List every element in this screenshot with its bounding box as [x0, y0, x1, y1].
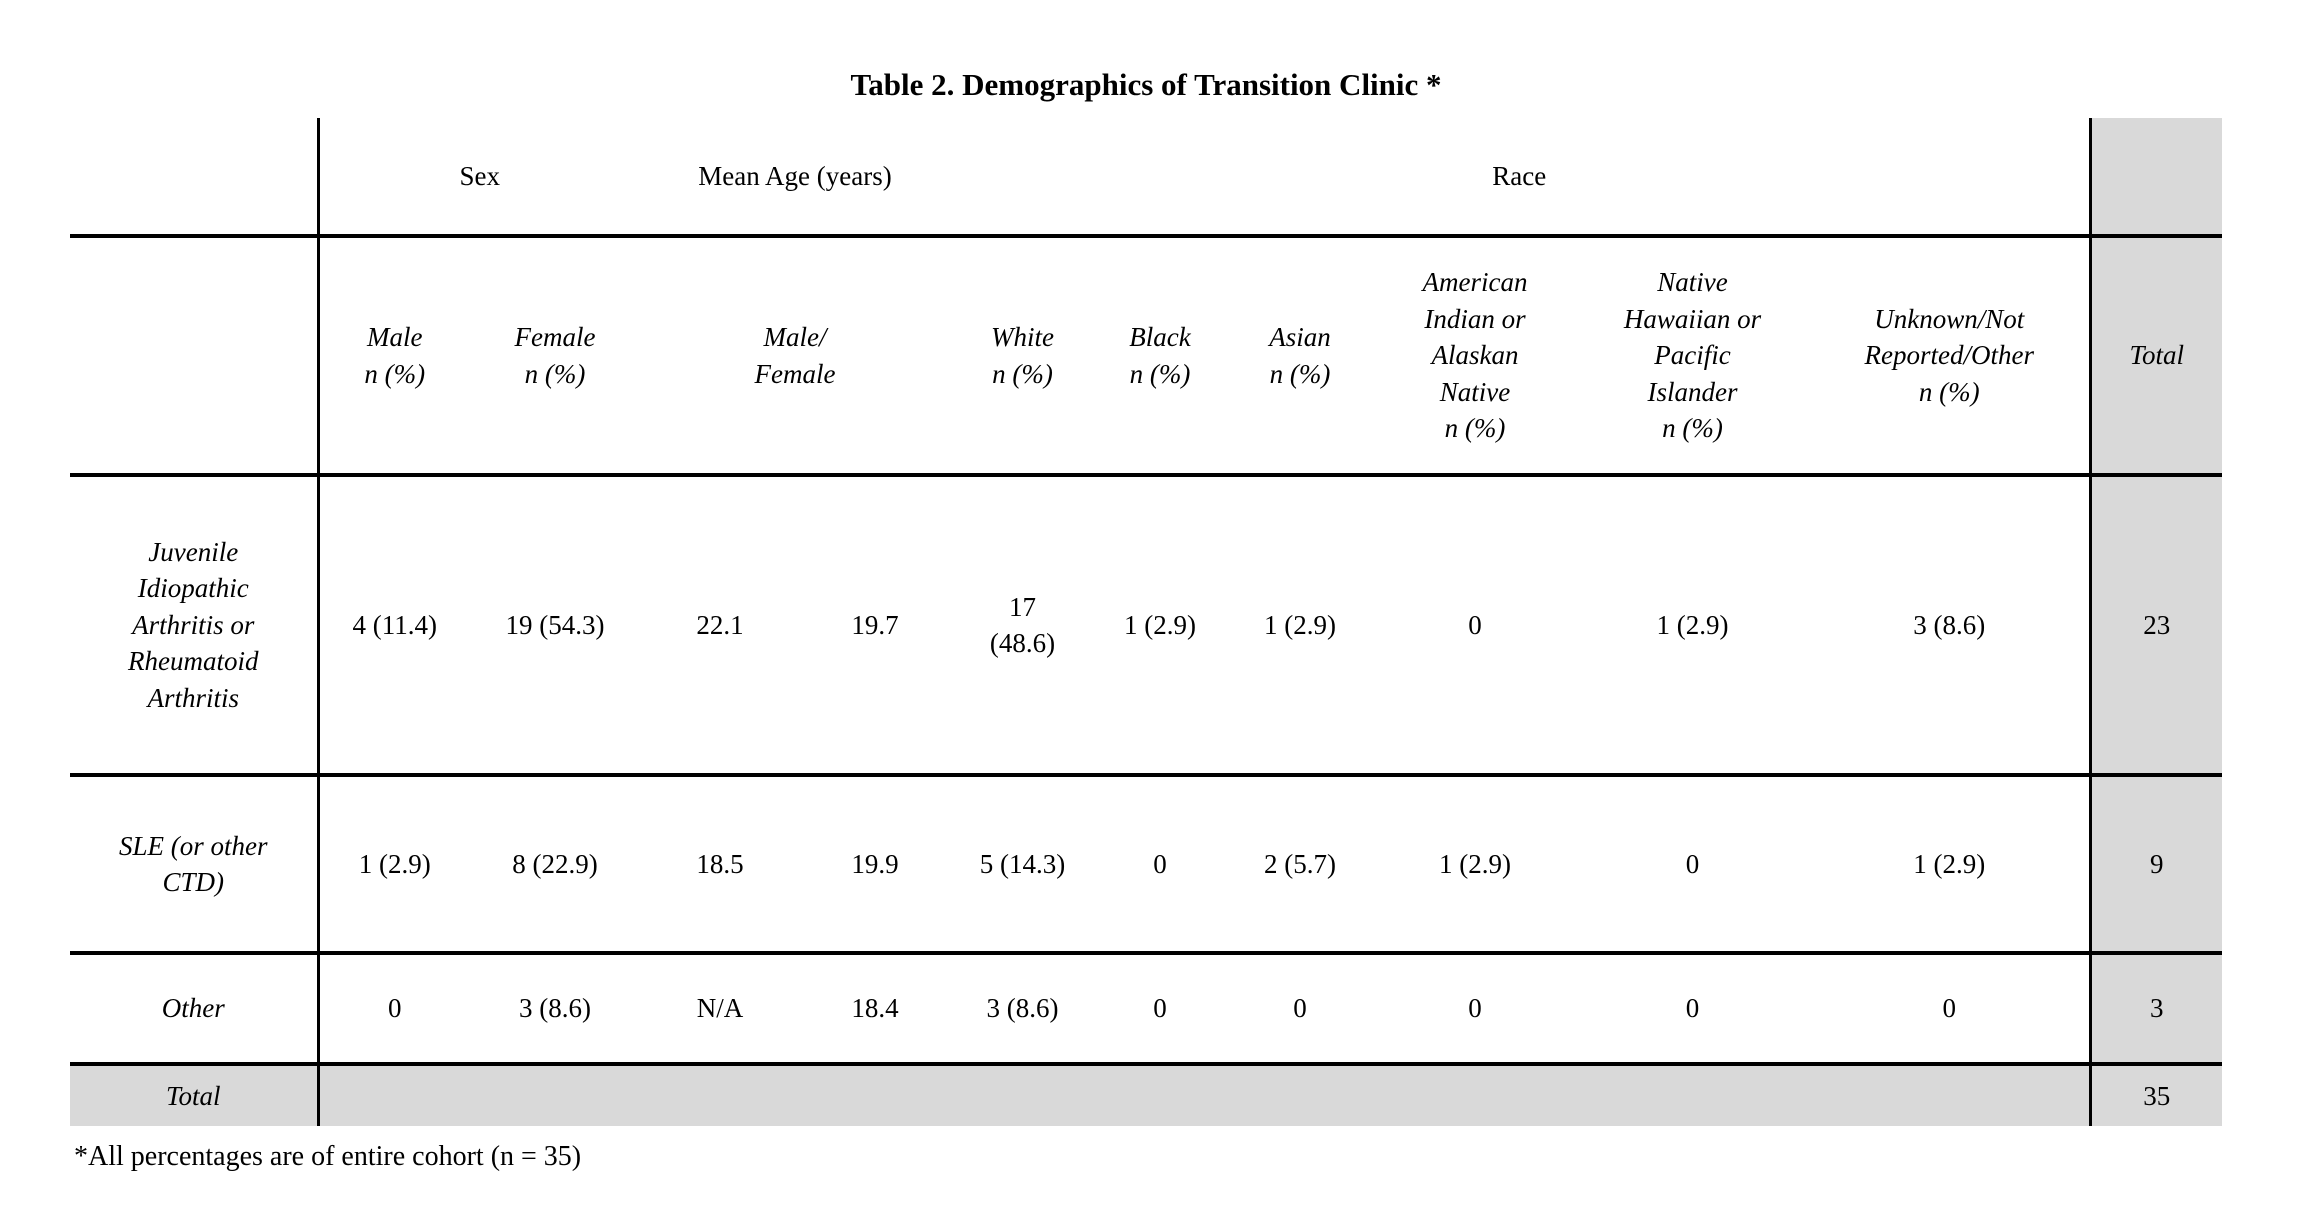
row-total: Total 35	[70, 1064, 2223, 1126]
data-cell: 1 (2.9)	[1095, 475, 1226, 777]
col-header-native-hawaiian: Native Hawaiian or Pacific Islander n (%…	[1575, 236, 1811, 477]
data-cell: 0	[1810, 953, 2091, 1066]
group-header-sex: Sex	[318, 118, 640, 238]
row-label-sle: SLE (or other CTD)	[70, 775, 320, 955]
data-cell: 1 (2.9)	[1375, 775, 1576, 955]
row-label-total: Total	[70, 1064, 320, 1126]
data-cell: 19.9	[800, 775, 951, 955]
data-cell: 17 (48.6)	[950, 475, 1096, 777]
data-cell: 0	[1375, 953, 1576, 1066]
data-cell: 2 (5.7)	[1225, 775, 1376, 955]
total-cell: 3	[2088, 953, 2223, 1066]
col-header-american-indian: American Indian or Alaskan Native n (%)	[1375, 236, 1576, 477]
row-other: Other 0 3 (8.6) N/A 18.4 3 (8.6) 0 0 0 0…	[70, 953, 2223, 1066]
row-sle: SLE (or other CTD) 1 (2.9) 8 (22.9) 18.5…	[70, 775, 2223, 955]
row-label-spacer-cell	[70, 236, 320, 477]
data-cell: 3 (8.6)	[950, 953, 1096, 1066]
row-jia: Juvenile Idiopathic Arthritis or Rheumat…	[70, 475, 2223, 777]
data-cell: 0	[1375, 475, 1576, 777]
data-cell: 0	[1225, 953, 1376, 1066]
col-header-white: White n (%)	[950, 236, 1096, 477]
data-cell: 0	[1575, 953, 1811, 1066]
demographics-table: Sex Mean Age (years) Race Male n (%) Fem…	[70, 118, 2223, 1126]
total-cell: 23	[2088, 475, 2223, 777]
data-cell: 3 (8.6)	[470, 953, 640, 1066]
col-header-female: Female n (%)	[470, 236, 640, 477]
grand-total-cell: 35	[2088, 1064, 2223, 1126]
data-cell: 0	[1095, 953, 1226, 1066]
group-header-row: Sex Mean Age (years) Race	[70, 118, 2223, 238]
data-cell: 19.7	[800, 475, 951, 777]
data-cell: 8 (22.9)	[470, 775, 640, 955]
page-title: Table 2. Demographics of Transition Clin…	[850, 67, 1442, 102]
col-header-male: Male n (%)	[318, 236, 470, 477]
data-cell: 1 (2.9)	[1575, 475, 1811, 777]
data-cell: 1 (2.9)	[1810, 775, 2091, 955]
total-column-spacer-cell	[2088, 118, 2223, 238]
data-cell: 0	[318, 953, 470, 1066]
data-cell: 18.4	[800, 953, 951, 1066]
row-label-jia: Juvenile Idiopathic Arthritis or Rheumat…	[70, 475, 320, 777]
data-cell: 22.1	[640, 475, 800, 777]
row-label-other: Other	[70, 953, 320, 1066]
col-header-male-female-age: Male/ Female	[640, 236, 951, 477]
data-cell: 1 (2.9)	[318, 775, 470, 955]
corner-spacer-cell	[70, 118, 320, 238]
group-header-race: Race	[950, 118, 2091, 238]
col-header-asian: Asian n (%)	[1225, 236, 1376, 477]
column-header-row: Male n (%) Female n (%) Male/ Female Whi…	[70, 236, 2223, 477]
data-cell: 0	[1095, 775, 1226, 955]
total-cell: 9	[2088, 775, 2223, 955]
total-row-spacer-cell	[318, 1064, 2091, 1126]
data-cell: N/A	[640, 953, 800, 1066]
col-header-total: Total	[2088, 236, 2223, 477]
data-cell: 3 (8.6)	[1810, 475, 2091, 777]
group-header-mean-age: Mean Age (years)	[640, 118, 951, 238]
table-footnote: *All percentages are of entire cohort (n…	[74, 1141, 582, 1172]
data-cell: 0	[1575, 775, 1811, 955]
col-header-black: Black n (%)	[1095, 236, 1226, 477]
data-cell: 4 (11.4)	[318, 475, 470, 777]
data-cell: 19 (54.3)	[470, 475, 640, 777]
data-cell: 5 (14.3)	[950, 775, 1096, 955]
col-header-unknown: Unknown/Not Reported/Other n (%)	[1810, 236, 2091, 477]
data-cell: 18.5	[640, 775, 800, 955]
data-cell: 1 (2.9)	[1225, 475, 1376, 777]
